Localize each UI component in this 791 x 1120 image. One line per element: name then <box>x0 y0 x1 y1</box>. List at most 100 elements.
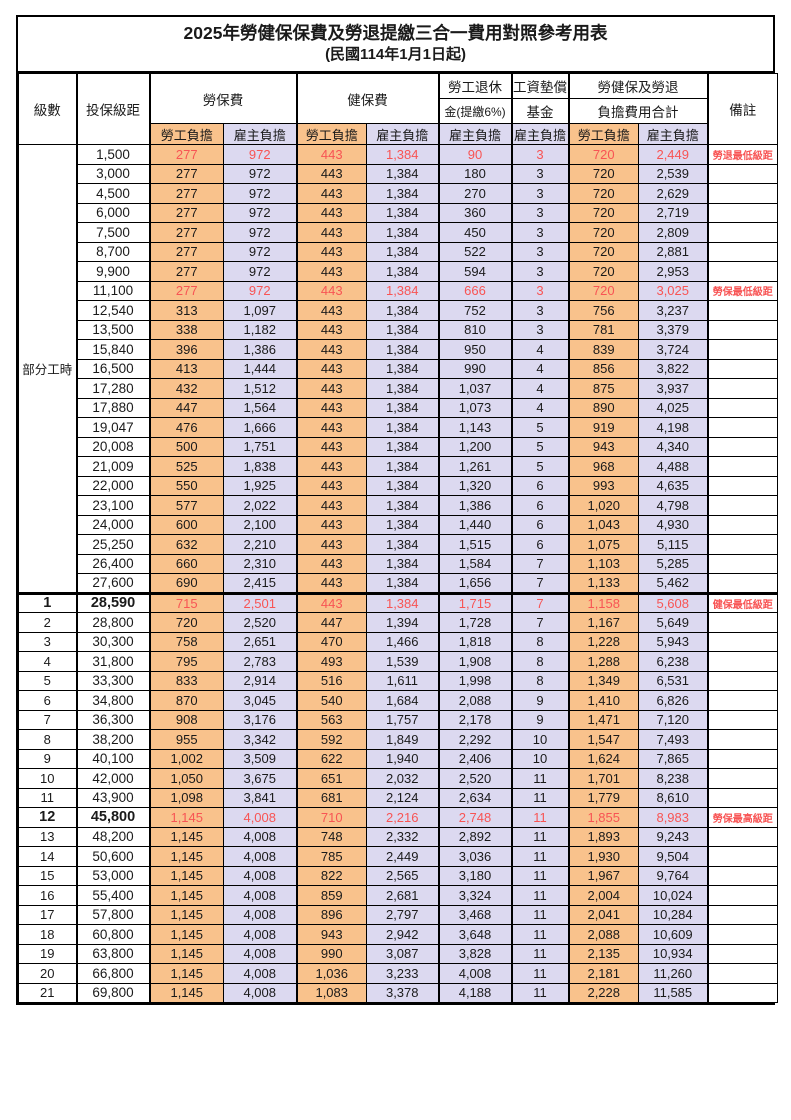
col-header-total-line1: 勞健保及勞退 <box>567 73 708 99</box>
cell-total-employee: 856 <box>567 358 639 379</box>
cell-bracket: 12,540 <box>75 300 150 321</box>
cell-wage-fund-employer: 3 <box>510 241 569 262</box>
cell-health-employer: 2,449 <box>366 846 439 867</box>
table-row: 12,540 313 1,097 443 1,384 752 3 756 3,237 <box>19 300 778 321</box>
cell-remark <box>706 963 778 984</box>
cell-health-employer: 1,940 <box>366 748 439 769</box>
cell-total-employee: 1,075 <box>567 534 639 555</box>
table-row: 9 40,100 1,002 3,509 622 1,940 2,406 10 1,624 7,8… <box>18 748 778 769</box>
cell-wage-fund-employer: 3 <box>510 222 569 243</box>
cell-total-employer: 3,822 <box>638 358 708 379</box>
cell-bracket: 40,100 <box>75 748 150 769</box>
cell-total-employer: 4,798 <box>638 495 708 516</box>
cell-remark <box>706 924 778 945</box>
cell-total-employer: 9,243 <box>638 826 708 847</box>
cell-bracket: 63,800 <box>75 943 150 964</box>
cell-pension-employer: 2,088 <box>437 690 512 711</box>
cell-total-employee: 720 <box>567 163 639 184</box>
cell-remark <box>706 339 778 360</box>
cell-total-employee: 2,135 <box>567 943 639 964</box>
cell-total-employer: 2,629 <box>638 183 708 204</box>
cell-health-employee: 443 <box>295 319 367 340</box>
cell-remark <box>706 300 778 321</box>
cell-health-employer: 1,384 <box>366 144 439 165</box>
cell-labor-employee: 833 <box>148 670 224 691</box>
cell-labor-employer: 4,008 <box>223 807 297 828</box>
cell-total-employee: 1,893 <box>567 826 639 847</box>
cell-remark <box>706 670 778 691</box>
cell-total-employer: 4,198 <box>638 417 708 438</box>
cell-labor-employer: 3,342 <box>223 729 297 750</box>
cell-labor-employee: 500 <box>148 436 224 457</box>
cell-wage-fund-employer: 6 <box>510 475 569 496</box>
cell-wage-fund-employer: 3 <box>510 319 569 340</box>
subheader-health-employer: 雇主負擔 <box>366 123 439 145</box>
cell-health-employee: 1,083 <box>295 982 367 1003</box>
cell-bracket: 27,600 <box>75 573 150 594</box>
cell-remark <box>706 241 778 262</box>
table-row: 2 28,800 720 2,520 447 1,394 1,728 7 1,167 5,649 <box>18 612 778 633</box>
col-header-pension-line1: 勞工退休 <box>437 73 512 99</box>
cell-total-employer: 5,943 <box>638 631 708 652</box>
cell-pension-employer: 1,073 <box>437 397 512 418</box>
page-title: 2025年勞健保保費及勞退提繳三合一費用對照參考用表 <box>183 23 608 43</box>
cell-bracket: 17,280 <box>75 378 150 399</box>
cell-labor-employee: 447 <box>148 397 224 418</box>
table-row: 4 31,800 795 2,783 493 1,539 1,908 8 1,288 6,238 <box>18 651 778 672</box>
col-header-bracket: 投保級距 <box>75 73 150 145</box>
cell-total-employer: 2,449 <box>638 144 708 165</box>
cell-bracket: 36,300 <box>75 709 150 730</box>
table-row: 6,000 277 972 443 1,384 360 3 720 2,719 <box>19 202 778 223</box>
cell-pension-employer: 360 <box>437 202 512 223</box>
cell-labor-employee: 1,145 <box>148 943 224 964</box>
col-header-level: 級數 <box>18 73 77 145</box>
cell-remark <box>706 904 778 925</box>
page: 2025年勞健保保費及勞退提繳三合一費用對照參考用表 (民國114年1月1日起)… <box>16 15 778 1005</box>
cell-total-employee: 2,004 <box>567 885 639 906</box>
cell-health-employer: 1,757 <box>366 709 439 730</box>
cell-labor-employee: 955 <box>148 729 224 750</box>
cell-labor-employee: 432 <box>148 378 224 399</box>
cell-total-employee: 943 <box>567 436 639 457</box>
table-row: 23,100 577 2,022 443 1,384 1,386 6 1,020 4,798 <box>19 495 778 516</box>
table-row: 13 48,200 1,145 4,008 748 2,332 2,892 11 1,893 9,… <box>18 826 778 847</box>
cell-labor-employer: 4,008 <box>223 982 297 1003</box>
cell-wage-fund-employer: 9 <box>510 709 569 730</box>
cell-total-employer: 3,937 <box>638 378 708 399</box>
cell-total-employee: 720 <box>567 202 639 223</box>
cell-remark <box>706 943 778 964</box>
cell-level: 11 <box>18 787 77 808</box>
cell-wage-fund-employer: 3 <box>510 144 569 165</box>
cell-wage-fund-employer: 9 <box>510 690 569 711</box>
cell-remark <box>706 534 778 555</box>
cell-level: 4 <box>18 651 77 672</box>
table-row: 13,500 338 1,182 443 1,384 810 3 781 3,379 <box>19 319 778 340</box>
cell-level: 16 <box>18 885 77 906</box>
cell-health-employee: 447 <box>295 612 367 633</box>
cell-health-employee: 990 <box>295 943 367 964</box>
cell-level: 8 <box>18 729 77 750</box>
cell-labor-employee: 715 <box>148 591 224 613</box>
cell-labor-employer: 4,008 <box>223 924 297 945</box>
cell-total-employer: 5,649 <box>638 612 708 633</box>
cell-total-employee: 968 <box>567 456 639 477</box>
cell-remark <box>706 436 778 457</box>
cell-wage-fund-employer: 7 <box>510 553 569 574</box>
cell-total-employee: 875 <box>567 378 639 399</box>
cell-pension-employer: 90 <box>437 144 512 165</box>
cell-labor-employer: 1,925 <box>223 475 297 496</box>
cell-wage-fund-employer: 5 <box>510 436 569 457</box>
cell-bracket: 15,840 <box>75 339 150 360</box>
cell-total-employee: 756 <box>567 300 639 321</box>
cell-remark <box>706 222 778 243</box>
cell-bracket: 43,900 <box>75 787 150 808</box>
cell-remark <box>706 456 778 477</box>
cell-labor-employee: 1,145 <box>148 826 224 847</box>
cell-labor-employer: 2,783 <box>223 651 297 672</box>
cell-total-employee: 1,043 <box>567 514 639 535</box>
cell-labor-employer: 1,751 <box>223 436 297 457</box>
cell-pension-employer: 990 <box>437 358 512 379</box>
cell-wage-fund-employer: 11 <box>510 768 569 789</box>
cell-total-employer: 3,379 <box>638 319 708 340</box>
cell-health-employer: 1,539 <box>366 651 439 672</box>
